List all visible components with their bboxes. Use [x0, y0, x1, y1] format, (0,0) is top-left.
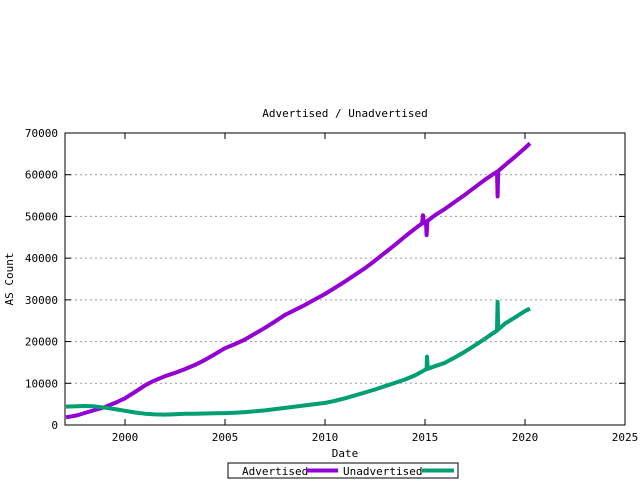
legend: Advertised Unadvertised	[227, 462, 459, 479]
series-line-advertised	[65, 141, 532, 420]
tick-layer: 0 10000 20000 30000 40000 50000 60000 70000 2000…	[25, 127, 638, 444]
x-tick-label: 2025	[612, 431, 639, 444]
x-tick-label: 2010	[312, 431, 339, 444]
y-tick-label: 50000	[25, 210, 58, 223]
legend-label-unadvertised: Unadvertised	[343, 465, 422, 478]
x-tick-label: 2015	[412, 431, 439, 444]
series-line-unadvertised	[65, 299, 531, 417]
y-tick-label: 60000	[25, 169, 58, 182]
series-layer	[65, 141, 532, 420]
legend-label-advertised: Advertised	[242, 465, 308, 478]
x-tick-label: 2005	[212, 431, 239, 444]
grid-layer	[65, 174, 625, 384]
y-axis-label: AS Count	[3, 253, 16, 306]
x-tick-label: 2000	[112, 431, 139, 444]
y-tick-label: 30000	[25, 294, 58, 307]
x-tick-label: 2020	[512, 431, 539, 444]
y-tick-label: 70000	[25, 127, 58, 140]
y-tick-label: 20000	[25, 336, 58, 349]
y-tick-label: 10000	[25, 377, 58, 390]
legend-box	[227, 462, 459, 479]
x-axis-label: Date	[332, 447, 359, 460]
chart-title: Advertised / Unadvertised	[262, 107, 428, 120]
y-tick-label: 40000	[25, 252, 58, 265]
y-tick-label: 0	[51, 419, 58, 432]
plot-border	[64, 132, 626, 426]
